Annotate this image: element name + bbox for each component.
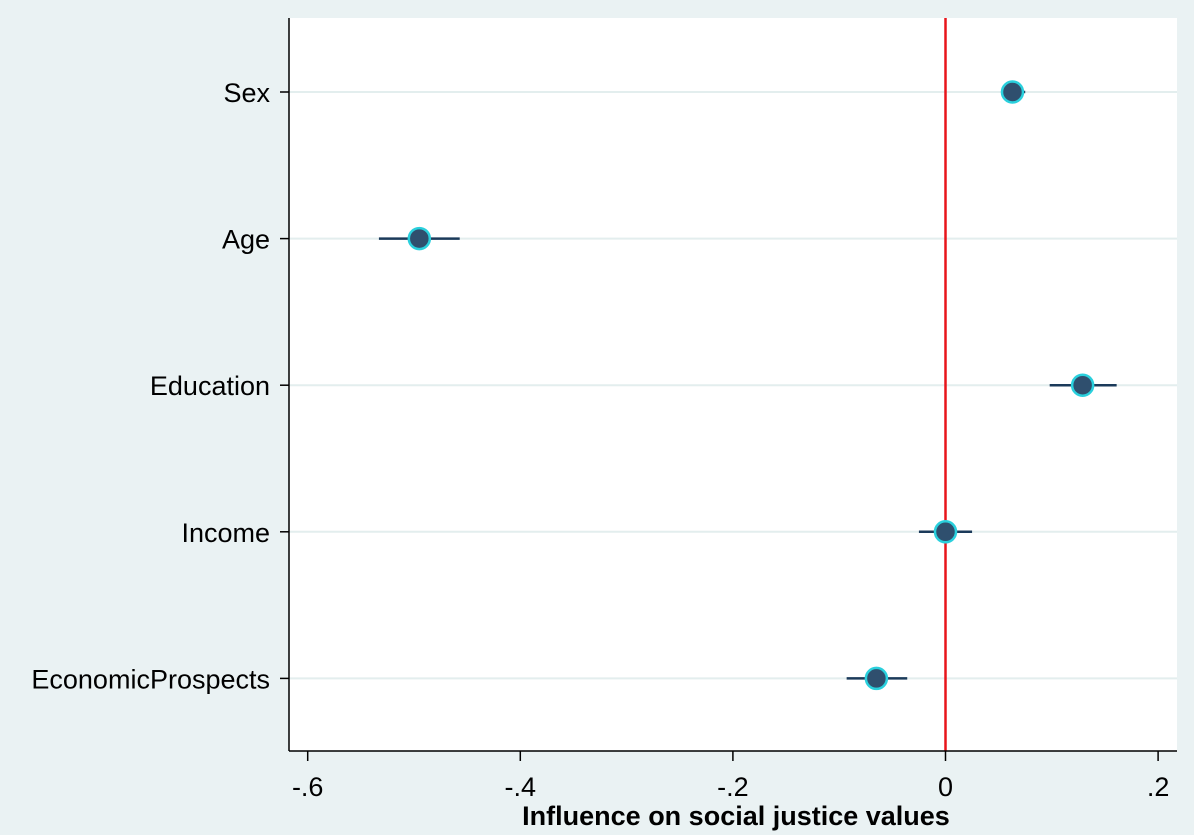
estimate-point-age xyxy=(407,226,432,251)
estimates xyxy=(378,80,1117,691)
y-label-age: Age xyxy=(222,225,270,255)
estimate-point-economicprospects xyxy=(864,666,889,691)
estimate-point-sex xyxy=(1000,80,1025,104)
x-tick-label: -.4 xyxy=(505,772,537,802)
x-tick-label: .2 xyxy=(1147,772,1170,802)
y-label-education: Education xyxy=(150,371,270,401)
y-label-economicprospects: EconomicProspects xyxy=(31,664,270,694)
x-axis-title: Influence on social justice values xyxy=(522,801,950,831)
x-axis: -.6 -.4 -.2 0 .2 xyxy=(292,751,1169,802)
y-label-sex: Sex xyxy=(223,78,270,108)
y-axis: Sex Age Education Income EconomicProspects xyxy=(31,78,289,694)
x-tick-label: -.2 xyxy=(717,772,749,802)
x-tick-label: -.6 xyxy=(292,772,324,802)
x-tick-label: 0 xyxy=(938,772,953,802)
estimate-point-education xyxy=(1070,373,1095,397)
estimate-point-income xyxy=(933,520,958,544)
y-label-income: Income xyxy=(181,518,270,548)
